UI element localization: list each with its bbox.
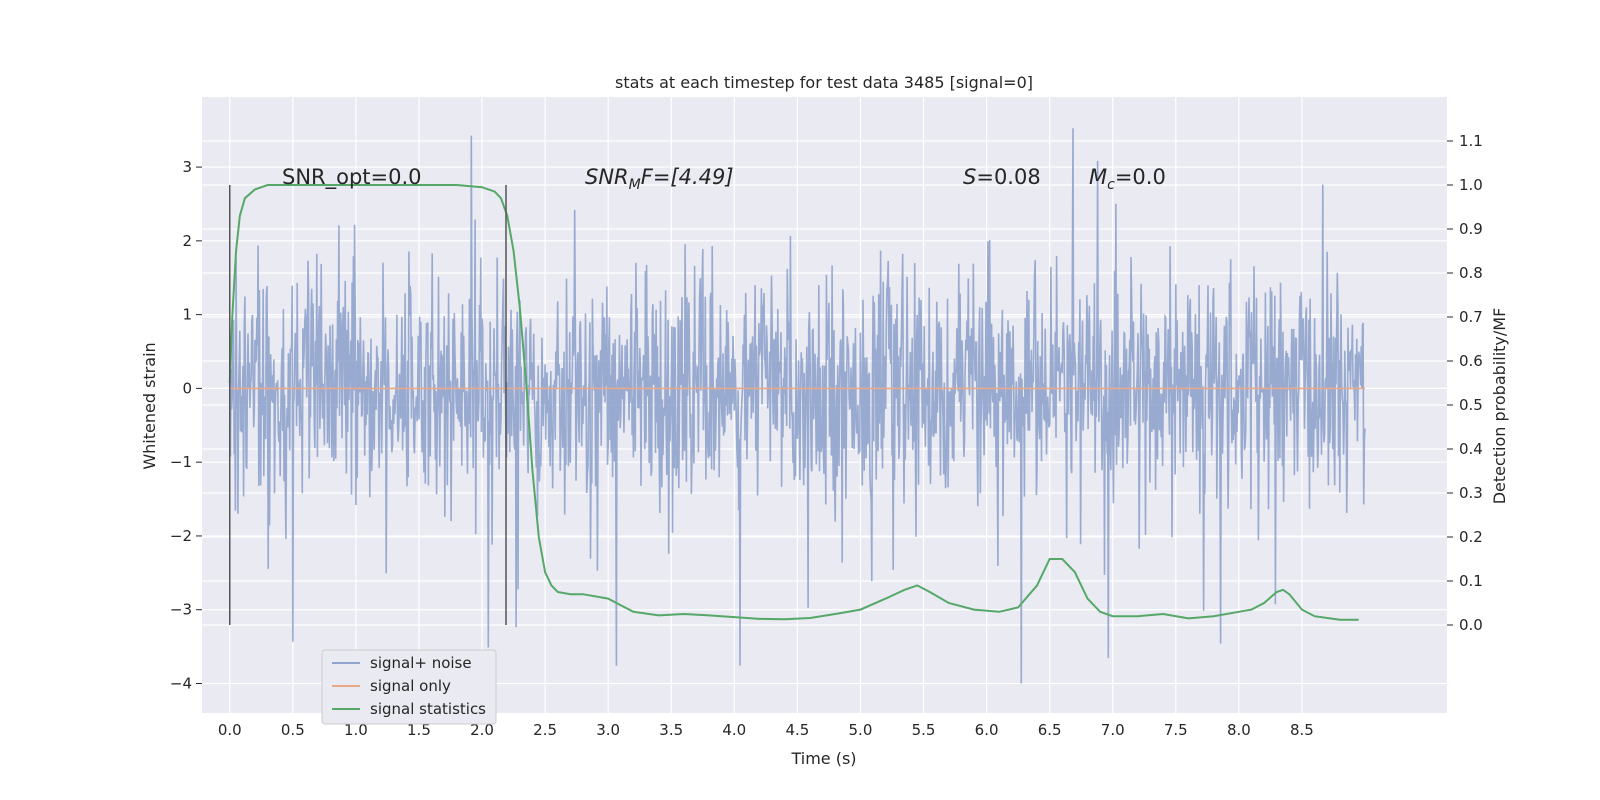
annotation-mc-sub: c: [1107, 177, 1115, 193]
right-y-tick-label: 0.5: [1459, 396, 1483, 414]
x-tick-label: 4.5: [785, 721, 809, 739]
signal-noise-line: [229, 128, 1366, 684]
annotation-snr-mf-sub: M: [629, 177, 641, 193]
x-tick-label: 3.5: [659, 721, 683, 739]
x-tick-label: 1.5: [407, 721, 431, 739]
x-tick-label: 2.0: [470, 721, 494, 739]
x-axis-label: Time (s): [790, 749, 856, 768]
chart-title: stats at each timestep for test data 348…: [615, 73, 1033, 92]
right-y-tick-labels: 1.1 1.0 0.9 0.8 0.7 0.6 0.5 0.4 0.3 0.2 0.1 0.0: [1447, 132, 1483, 634]
signal-statistics-line: [228, 184, 1359, 621]
x-tick-label: 7.5: [1164, 721, 1188, 739]
noise-trace: [229, 128, 1366, 684]
x-tick-label: 0.0: [218, 721, 242, 739]
y-axis-label: Whitened strain: [140, 342, 159, 469]
right-y-tick-label: 0.3: [1459, 484, 1483, 502]
right-y-tick-label: 1.1: [1459, 132, 1483, 150]
right-y-tick-label: 0.4: [1459, 440, 1483, 458]
right-y-tick-label: 1.0: [1459, 176, 1483, 194]
legend-label-signal-statistics: signal statistics: [370, 700, 486, 718]
right-y-tick-label: 0.0: [1459, 616, 1483, 634]
x-tick-label: 6.0: [975, 721, 999, 739]
y-tick-label: 0: [182, 379, 192, 397]
right-y-tick-label: 0.1: [1459, 572, 1483, 590]
right-y-tick-label: 0.7: [1459, 308, 1483, 326]
x-tick-label: 4.0: [722, 721, 746, 739]
y-tick-label: −4: [170, 674, 192, 692]
annotation-snr-mf: SNRMF=[4.49]: [585, 165, 734, 193]
annotation-mc: Mc=0.0: [1089, 165, 1166, 193]
legend-box: [321, 649, 497, 725]
series-lines: [228, 184, 1366, 621]
y-tick-label: −1: [170, 453, 192, 471]
annotation-mc-value: =0.0: [1115, 165, 1166, 189]
x-tick-label: 5.0: [849, 721, 873, 739]
legend-label-signal-only: signal only: [370, 677, 451, 695]
legend-label-signal-noise: signal+ noise: [370, 654, 472, 672]
right-y-axis-label: Detection probability/MF: [1490, 308, 1509, 505]
right-y-tick-label: 0.2: [1459, 528, 1483, 546]
annotation-s-label: S: [963, 165, 976, 189]
x-tick-label: 2.5: [533, 721, 557, 739]
x-tick-label: 7.0: [1101, 721, 1125, 739]
y-tick-label: −2: [170, 527, 192, 545]
annotation-snr-mf-tail: F=[4.49]: [641, 165, 734, 189]
x-tick-labels: 0.0 0.5 1.0 1.5 2.0 2.5 3.0 3.5 4.0 4.5 5.0 5.5 6.0 6…: [218, 721, 1314, 739]
annotation-mc-label: M: [1089, 165, 1107, 189]
right-y-tick-label: 0.8: [1459, 264, 1483, 282]
x-tick-label: 8.5: [1290, 721, 1314, 739]
x-tick-label: 3.0: [596, 721, 620, 739]
annotation-s: S=0.08: [963, 165, 1041, 189]
annotation-snr-mf-label: SNR: [585, 165, 629, 189]
x-tick-label: 0.5: [281, 721, 305, 739]
right-y-tick-label: 0.6: [1459, 352, 1483, 370]
y-tick-label: 1: [182, 306, 192, 324]
y-tick-label: −3: [170, 601, 192, 619]
x-tick-label: 8.0: [1227, 721, 1251, 739]
annotation-snr-opt: SNR_opt=0.0: [282, 165, 422, 190]
y-tick-label: 2: [182, 232, 192, 250]
legend: signal+ noise signal only signal statist…: [321, 649, 497, 725]
x-tick-label: 5.5: [912, 721, 936, 739]
x-tick-label: 6.5: [1038, 721, 1062, 739]
vertical-markers: [229, 185, 507, 625]
x-tick-label: 1.0: [344, 721, 368, 739]
y-tick-label: 3: [182, 158, 192, 176]
right-y-tick-label: 0.9: [1459, 220, 1483, 238]
annotation-s-value: =0.08: [976, 165, 1040, 189]
y-tick-labels: 3 2 1 0 −1 −2 −3 −4: [170, 158, 202, 692]
